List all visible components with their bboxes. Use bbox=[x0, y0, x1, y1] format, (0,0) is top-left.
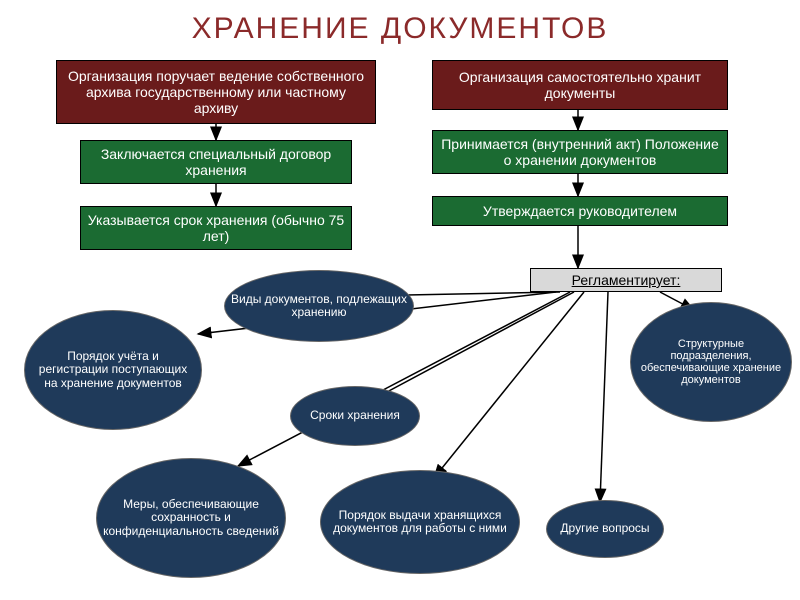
ellipse-security-measures: Меры, обеспечивающие сохранность и конфи… bbox=[96, 458, 286, 578]
ellipse-doc-types: Виды документов, подлежащих хранению bbox=[224, 270, 414, 342]
ellipse-storage-terms: Сроки хранения bbox=[290, 386, 420, 446]
box-storage-term: Указывается срок хранения (обычно 75 лет… bbox=[80, 206, 352, 250]
ellipse-registration-order: Порядок учёта и регистрации поступающих … bbox=[24, 310, 202, 430]
box-org-self: Организация самостоятельно хранит докуме… bbox=[432, 60, 728, 110]
ellipse-other: Другие вопросы bbox=[546, 500, 664, 558]
box-org-delegates: Организация поручает ведение собственног… bbox=[56, 60, 376, 124]
box-approved: Утверждается руководителем bbox=[432, 196, 728, 226]
box-contract: Заключается специальный договор хранения bbox=[80, 140, 352, 184]
box-regulates: Регламентирует: bbox=[530, 268, 722, 292]
ellipse-departments: Структурные подразделения, обеспечивающи… bbox=[630, 302, 792, 422]
page-title: ХРАНЕНИЕ ДОКУМЕНТОВ bbox=[0, 0, 800, 46]
ellipse-issue-order: Порядок выдачи хранящихся документов для… bbox=[320, 470, 520, 574]
box-internal-act: Принимается (внутренний акт) Положение о… bbox=[432, 130, 728, 174]
